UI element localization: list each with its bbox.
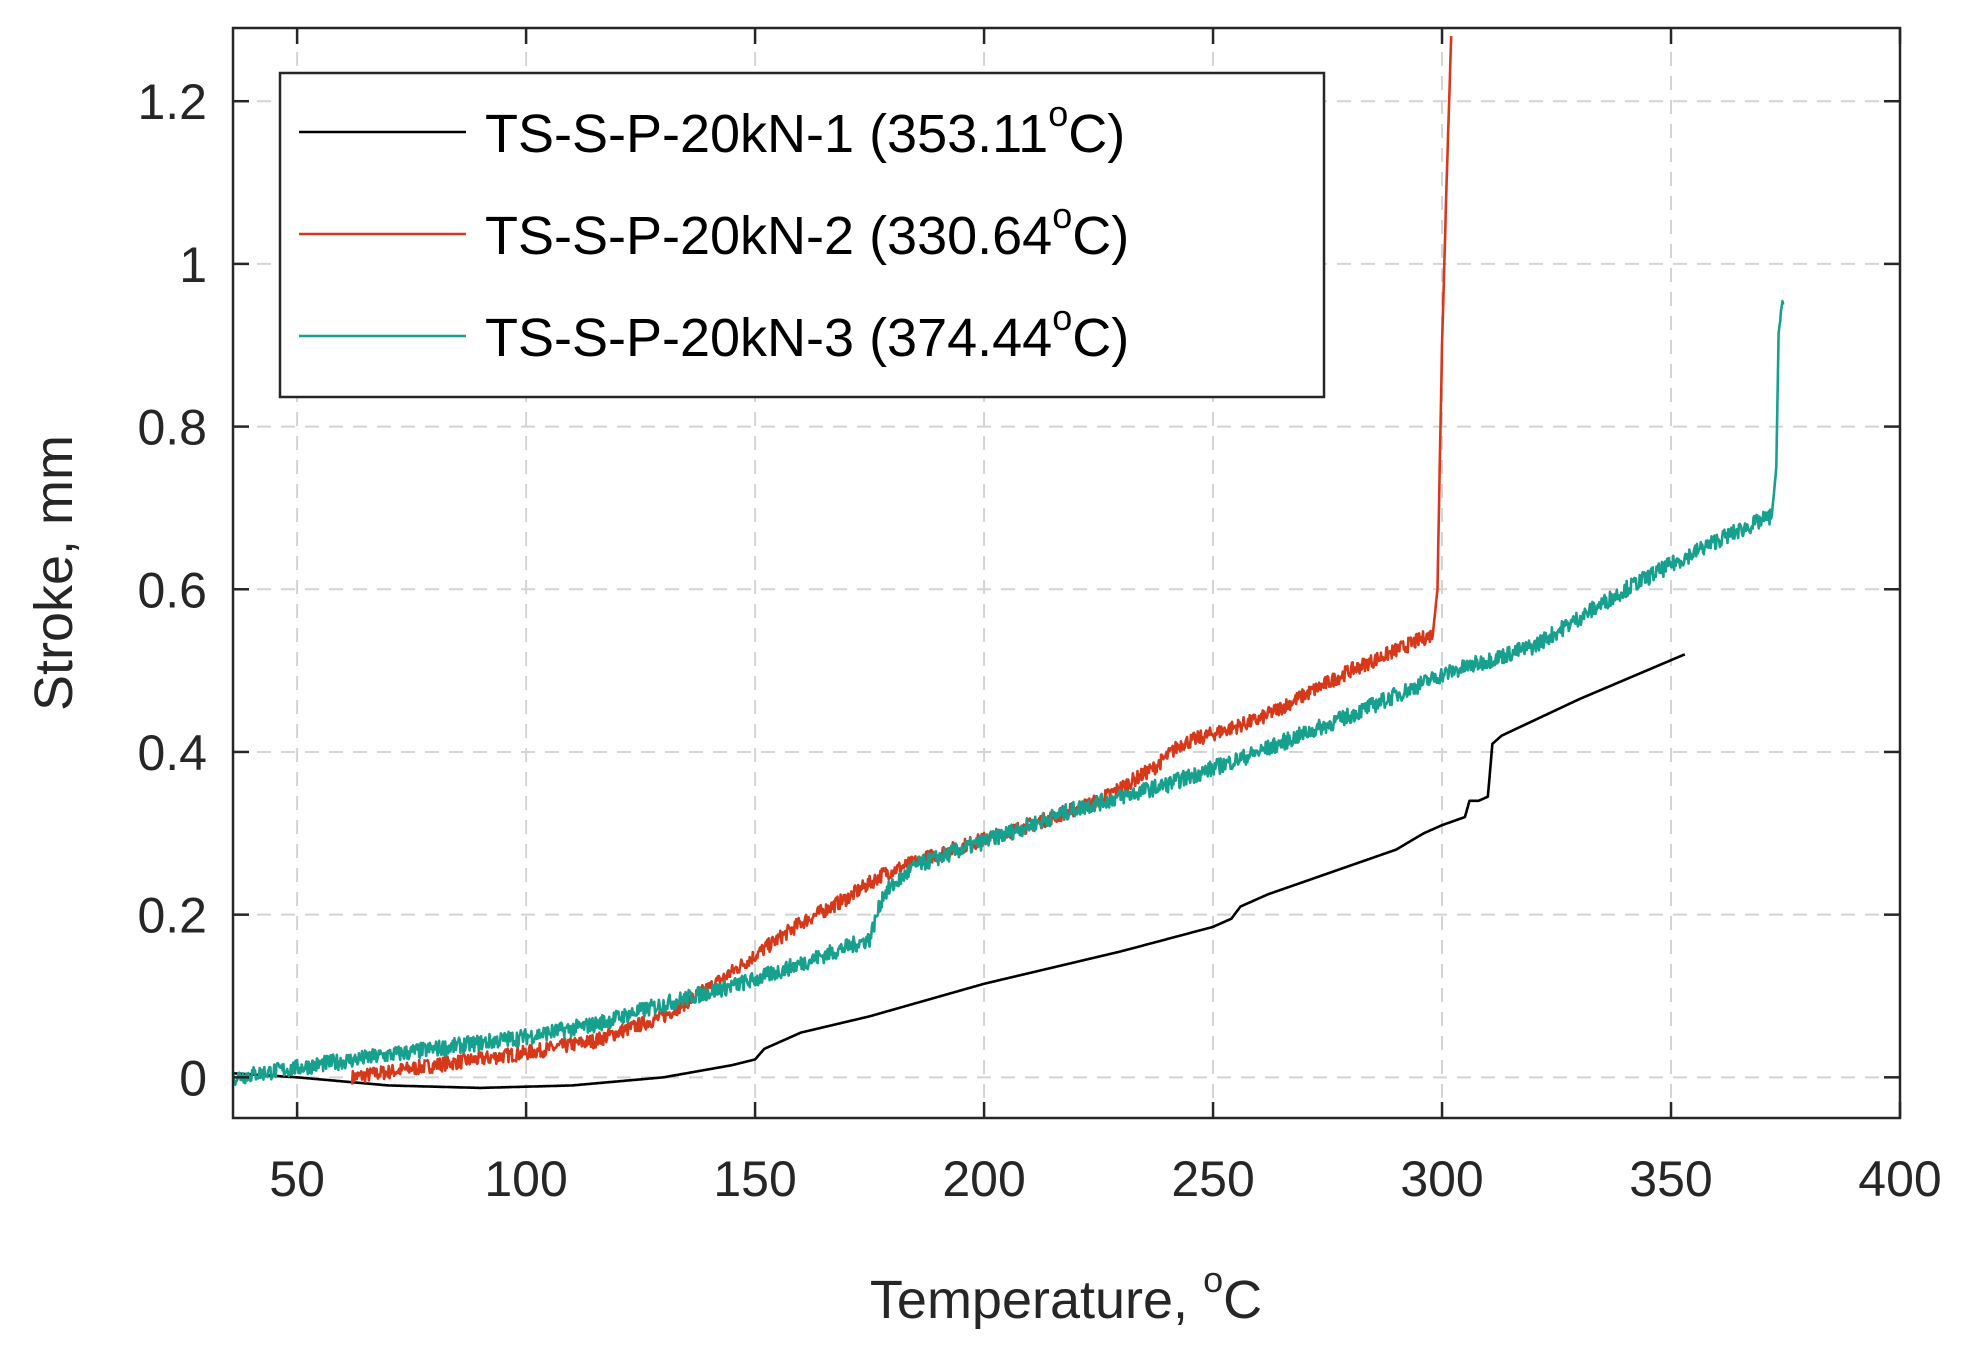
legend-label-series-1: TS-S-P-20kN-1 (353.11oC) [485,93,1125,164]
legend-series-1-sup: o [1048,93,1068,134]
series-lines [231,36,1785,1090]
x-axis-title-main: Temperature, [870,1270,1203,1330]
x-tick-label: 250 [1171,1151,1254,1207]
legend-series-1-unit: C) [1068,104,1125,164]
legend: TS-S-P-20kN-1 (353.11oC) TS-S-P-20kN-2 (… [278,71,1326,399]
y-tick-labels: 0 0.2 0.4 0.6 0.8 1 1.2 [137,74,207,1106]
x-tick-label: 200 [942,1151,1025,1207]
legend-series-3-value: (374.44 [854,308,1052,368]
legend-series-2-value: (330.64 [854,206,1052,266]
plot-frame [231,26,1902,1120]
x-tick-labels: 50 100 150 200 250 300 350 400 [269,1151,1941,1207]
x-tick-label: 300 [1400,1151,1483,1207]
y-tick-label: 0.4 [137,725,207,781]
legend-series-3-name: TS-S-P-20kN-3 [485,308,854,368]
legend-label-series-2: TS-S-P-20kN-2 (330.64oC) [485,195,1129,266]
series-line-1 [232,653,1686,1090]
x-tick-label: 150 [713,1151,796,1207]
x-axis-title-superscript: o [1203,1259,1223,1300]
x-tick-label: 100 [484,1151,567,1207]
legend-series-2-name: TS-S-P-20kN-2 [485,206,854,266]
x-tick-label: 400 [1858,1151,1941,1207]
legend-series-1-value: (353.11 [854,104,1048,164]
y-tick-label: 1 [179,237,207,293]
y-axis-title: Stroke, mm [24,435,84,711]
series-line-3 [231,299,1785,1086]
legend-series-2-unit: C) [1072,206,1129,266]
y-tick-label: 1.2 [137,74,207,130]
x-tick-label: 50 [269,1151,325,1207]
legend-series-1-name: TS-S-P-20kN-1 [485,104,854,164]
y-tick-label: 0.2 [137,888,207,944]
x-tick-label: 350 [1629,1151,1712,1207]
legend-series-2-sup: o [1052,195,1072,236]
legend-series-3-sup: o [1052,297,1072,338]
x-axis-title-unit: C [1223,1270,1262,1330]
legend-series-3-unit: C) [1072,308,1129,368]
ticks [233,28,1902,1118]
x-axis-title: Temperature, oC [870,1259,1262,1330]
legend-label-series-3: TS-S-P-20kN-3 (374.44oC) [485,297,1129,368]
y-tick-label: 0.8 [137,400,207,456]
y-tick-label: 0.6 [137,562,207,618]
series-line-2 [350,36,1453,1085]
y-tick-label: 0 [179,1050,207,1106]
